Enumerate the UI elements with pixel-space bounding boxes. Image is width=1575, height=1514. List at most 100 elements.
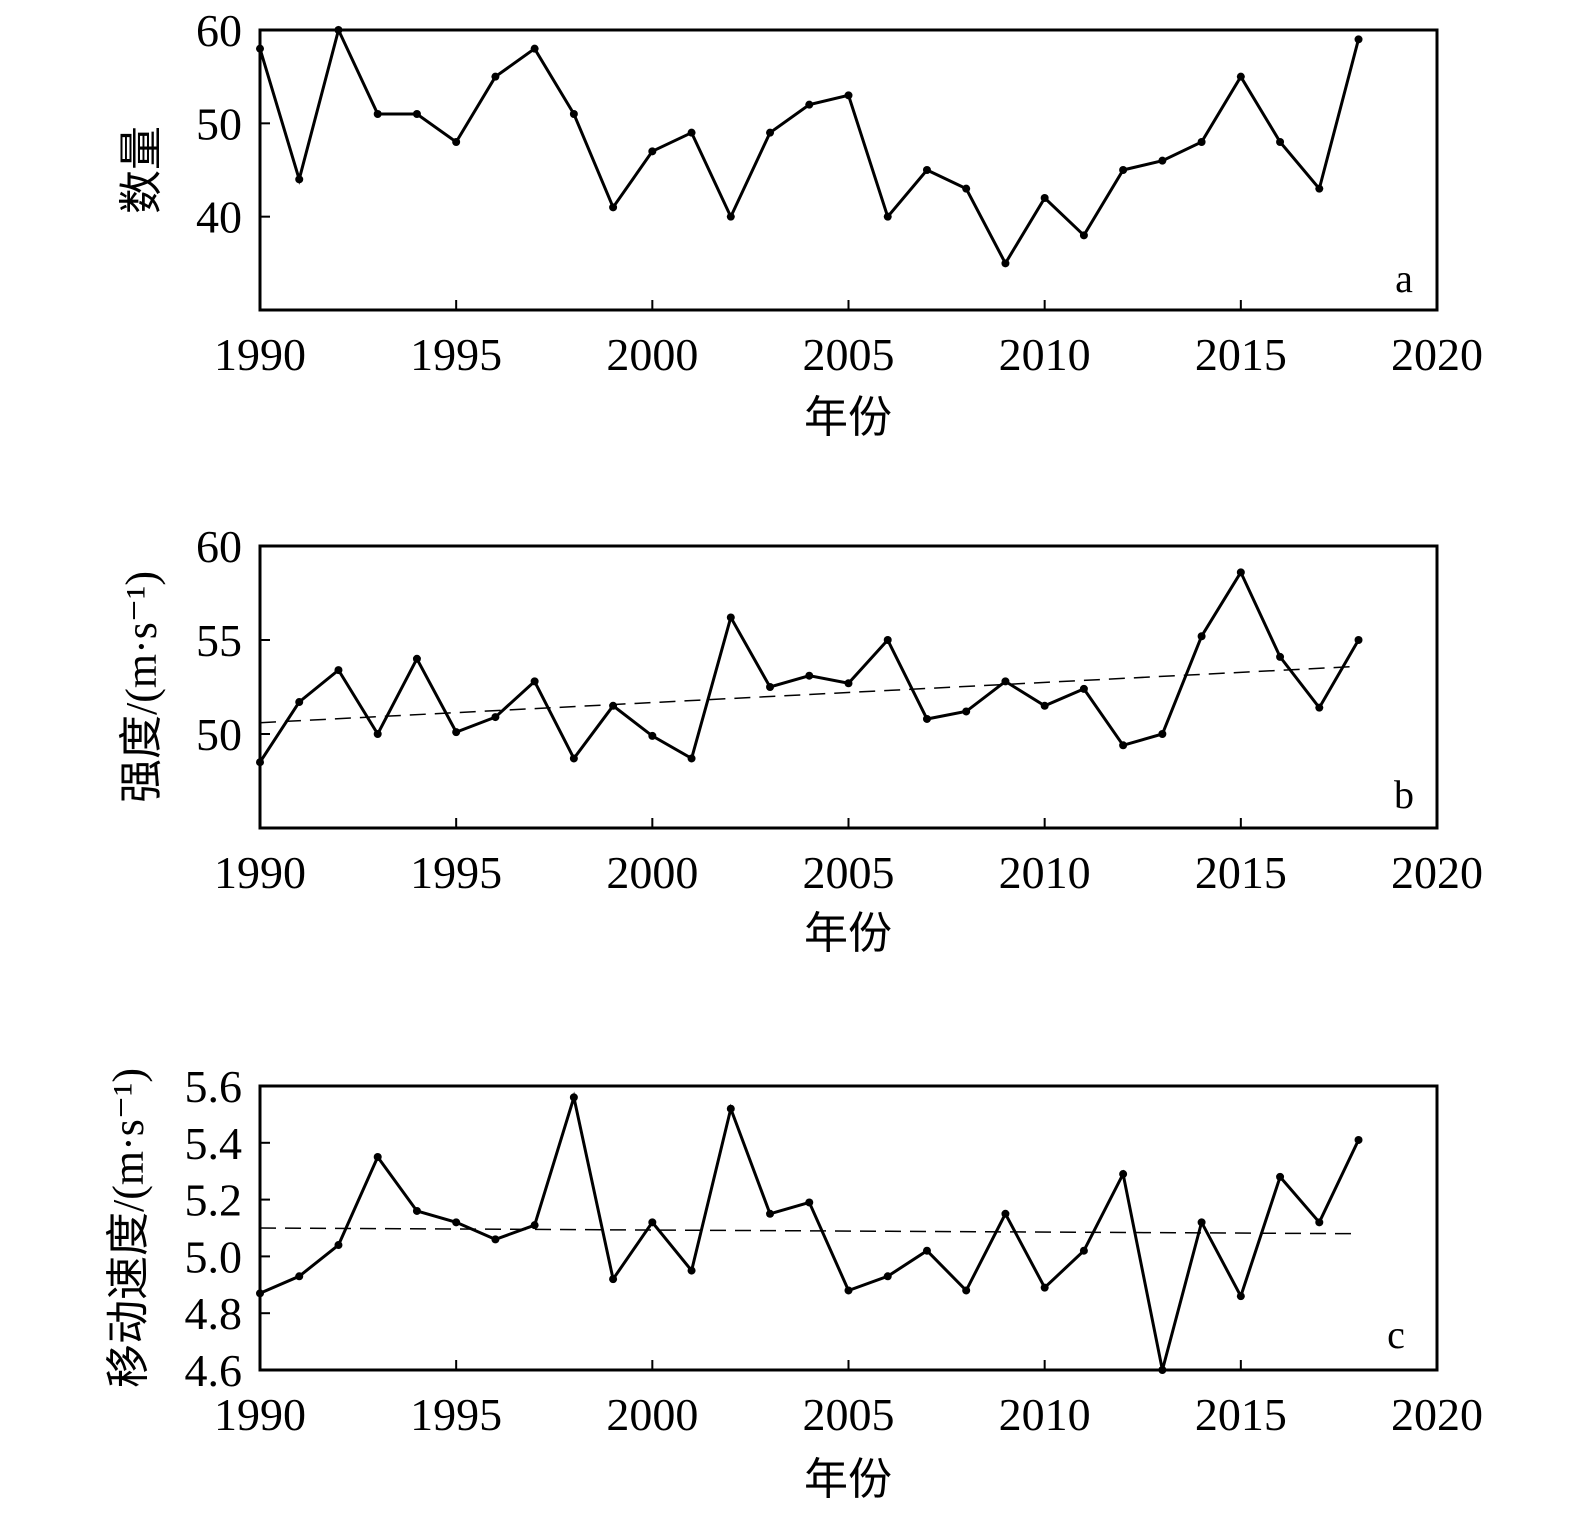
x-tick-label: 2005 bbox=[803, 847, 895, 898]
data-point bbox=[569, 110, 578, 118]
data-point bbox=[844, 91, 853, 100]
data-point bbox=[1040, 1283, 1049, 1292]
x-tick-label: 2010 bbox=[999, 1389, 1091, 1440]
x-tick-label: 2000 bbox=[606, 329, 698, 380]
x-tick-label: 2005 bbox=[803, 1389, 895, 1440]
data-point bbox=[648, 731, 657, 740]
y-tick-label: 40 bbox=[196, 192, 242, 243]
x-tick-label: 2015 bbox=[1195, 329, 1287, 380]
data-point bbox=[726, 613, 735, 622]
x-tick-label: 2000 bbox=[606, 1389, 698, 1440]
x-tick-label: 1990 bbox=[214, 1389, 306, 1440]
data-point bbox=[1119, 166, 1128, 174]
data-point bbox=[883, 636, 892, 644]
data-point bbox=[1119, 741, 1128, 750]
x-tick-label: 2020 bbox=[1391, 329, 1483, 380]
series-line bbox=[258, 569, 1360, 764]
y-axis-title: 移动速度/(m·s⁻¹) bbox=[104, 1068, 153, 1388]
plot-frame bbox=[258, 1084, 1439, 1372]
data-point bbox=[805, 100, 814, 109]
y-tick-label: 60 bbox=[196, 5, 242, 56]
data-point bbox=[687, 754, 696, 763]
y-tick-label: 55 bbox=[196, 615, 242, 666]
data-point bbox=[373, 110, 382, 118]
data-point bbox=[569, 754, 578, 763]
data-point bbox=[1315, 184, 1324, 193]
x-tick-label: 2015 bbox=[1195, 1389, 1287, 1440]
panel-label: b bbox=[1394, 772, 1414, 817]
data-point bbox=[687, 128, 696, 137]
data-point bbox=[530, 44, 539, 53]
data-point bbox=[609, 203, 618, 212]
data-point bbox=[609, 701, 618, 710]
data-point bbox=[1001, 677, 1010, 686]
series-line bbox=[259, 1091, 1360, 1371]
panel-c: 1990 1995 2000 2005 2010 2015 2020 4.6 4.8 5.05.2… bbox=[104, 1061, 1483, 1504]
data-point bbox=[491, 72, 500, 81]
data-point bbox=[452, 138, 461, 146]
data-point bbox=[766, 128, 775, 137]
data-point bbox=[648, 147, 657, 156]
axes-c: 1990 1995 2000 2005 2010 2015 2020 4.6 4.8 5.05.2… bbox=[185, 1061, 1484, 1440]
data-point bbox=[1001, 1209, 1010, 1218]
data-point bbox=[1354, 636, 1363, 644]
data-point bbox=[609, 1275, 618, 1284]
axes-b: 1990 1995 2000 2005 2010 2015 2020 50 55 60 bbox=[196, 521, 1483, 898]
x-tick-label: 2020 bbox=[1391, 1389, 1483, 1440]
x-tick-label: 2015 bbox=[1195, 847, 1287, 898]
data-point bbox=[922, 166, 931, 174]
data-point bbox=[766, 1209, 775, 1218]
y-tick-label: 5.0 bbox=[185, 1231, 243, 1282]
y-tick-label: 5.4 bbox=[185, 1118, 243, 1169]
data-point bbox=[373, 1153, 382, 1161]
data-point bbox=[1197, 632, 1206, 641]
data-point bbox=[962, 184, 971, 193]
data-point bbox=[726, 212, 735, 221]
data-point bbox=[883, 212, 892, 221]
data-point bbox=[334, 26, 343, 34]
series-line bbox=[258, 25, 1360, 267]
data-point bbox=[412, 1206, 421, 1215]
data-point bbox=[295, 175, 304, 184]
x-tick-label: 1990 bbox=[214, 847, 306, 898]
x-axis-title: 年份 bbox=[804, 393, 892, 442]
data-point bbox=[1040, 701, 1049, 710]
data-point bbox=[922, 714, 931, 723]
data-point bbox=[412, 110, 421, 118]
data-point bbox=[1276, 1172, 1285, 1181]
y-axis-title: 数量 bbox=[117, 126, 166, 214]
y-tick-label: 4.8 bbox=[185, 1288, 243, 1339]
data-point bbox=[452, 1218, 461, 1227]
data-point bbox=[648, 1218, 657, 1227]
data-point bbox=[687, 1266, 696, 1275]
data-point bbox=[295, 698, 304, 707]
data-point bbox=[1079, 231, 1088, 240]
data-point bbox=[256, 44, 264, 53]
x-axis-title: 年份 bbox=[804, 909, 892, 958]
data-point bbox=[962, 707, 971, 716]
panel-b: 1990 1995 2000 2005 2010 2015 2020 50 55 60 年份 强度… bbox=[117, 521, 1483, 958]
data-point bbox=[805, 671, 814, 680]
data-point bbox=[766, 683, 775, 691]
data-point bbox=[1276, 652, 1285, 661]
data-point bbox=[1079, 1246, 1088, 1255]
x-tick-label: 1990 bbox=[214, 329, 306, 380]
data-point bbox=[1315, 1218, 1324, 1227]
data-point bbox=[1236, 1292, 1245, 1301]
trend-line bbox=[259, 665, 1359, 724]
data-point bbox=[452, 728, 461, 737]
data-point bbox=[334, 666, 343, 675]
data-point bbox=[1354, 1135, 1363, 1144]
data-point bbox=[844, 679, 853, 688]
x-tick-label: 1995 bbox=[410, 847, 502, 898]
data-point bbox=[805, 1198, 814, 1207]
panel-a: 1990 1995 2000 2005 2010 2015 2020 40 50 60 年份 数量… bbox=[117, 5, 1483, 442]
data-point bbox=[1315, 703, 1324, 712]
trend-line bbox=[259, 1227, 1359, 1235]
y-axis-title: 强度/(m·s⁻¹) bbox=[117, 571, 166, 803]
data-point bbox=[295, 1272, 304, 1281]
data-point bbox=[1158, 156, 1167, 165]
data-point bbox=[491, 1235, 500, 1244]
x-tick-label: 2010 bbox=[999, 329, 1091, 380]
data-point bbox=[1236, 568, 1245, 577]
